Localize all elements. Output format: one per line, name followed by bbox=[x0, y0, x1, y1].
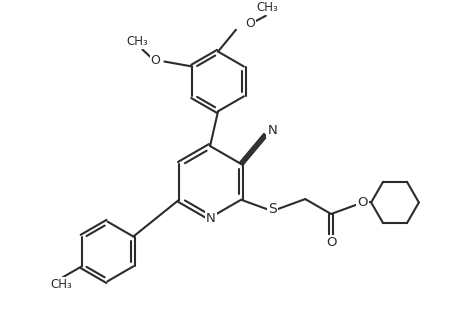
Text: CH₃: CH₃ bbox=[256, 1, 278, 14]
Text: O: O bbox=[151, 54, 160, 67]
Text: O: O bbox=[245, 17, 255, 30]
Text: N: N bbox=[267, 123, 277, 137]
Text: CH₃: CH₃ bbox=[50, 278, 71, 291]
Text: CH₃: CH₃ bbox=[127, 35, 148, 48]
Text: O: O bbox=[357, 196, 367, 209]
Text: S: S bbox=[268, 202, 277, 216]
Text: O: O bbox=[326, 236, 336, 249]
Text: N: N bbox=[206, 212, 216, 225]
